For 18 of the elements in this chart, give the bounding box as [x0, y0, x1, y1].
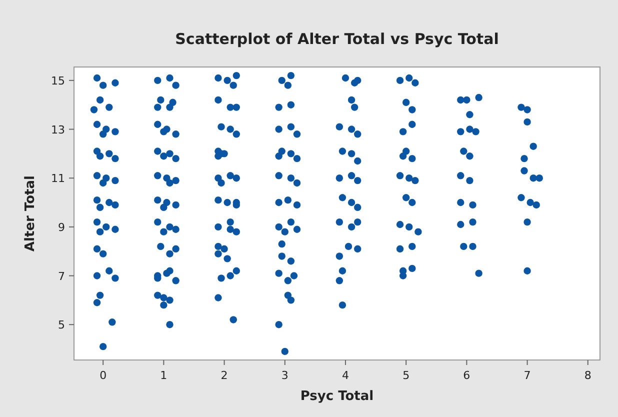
y-tick-label: 7 — [58, 270, 65, 283]
x-tick-label: 1 — [160, 369, 168, 382]
y-tick-label: 9 — [58, 220, 65, 234]
x-tick-label: 5 — [402, 369, 410, 382]
y-axis-title: Alter Total — [23, 175, 38, 252]
y-tick-label: 11 — [51, 172, 65, 186]
x-tick-label: 7 — [524, 369, 531, 382]
y-tick-label: 15 — [51, 74, 65, 88]
x-tick-label: 4 — [342, 369, 349, 382]
x-tick-label: 2 — [220, 369, 228, 382]
x-tick-label: 6 — [463, 369, 470, 382]
y-tick-label: 13 — [51, 123, 65, 136]
x-axis-title: Psyc Total — [300, 389, 374, 404]
x-tick-label: 0 — [100, 369, 107, 382]
y-tick-label: 5 — [58, 318, 65, 332]
x-tick-label: 3 — [281, 369, 288, 382]
chart-title: Scatterplot of Alter Total vs Psyc Total — [175, 30, 499, 48]
x-tick-label: 8 — [584, 369, 592, 382]
